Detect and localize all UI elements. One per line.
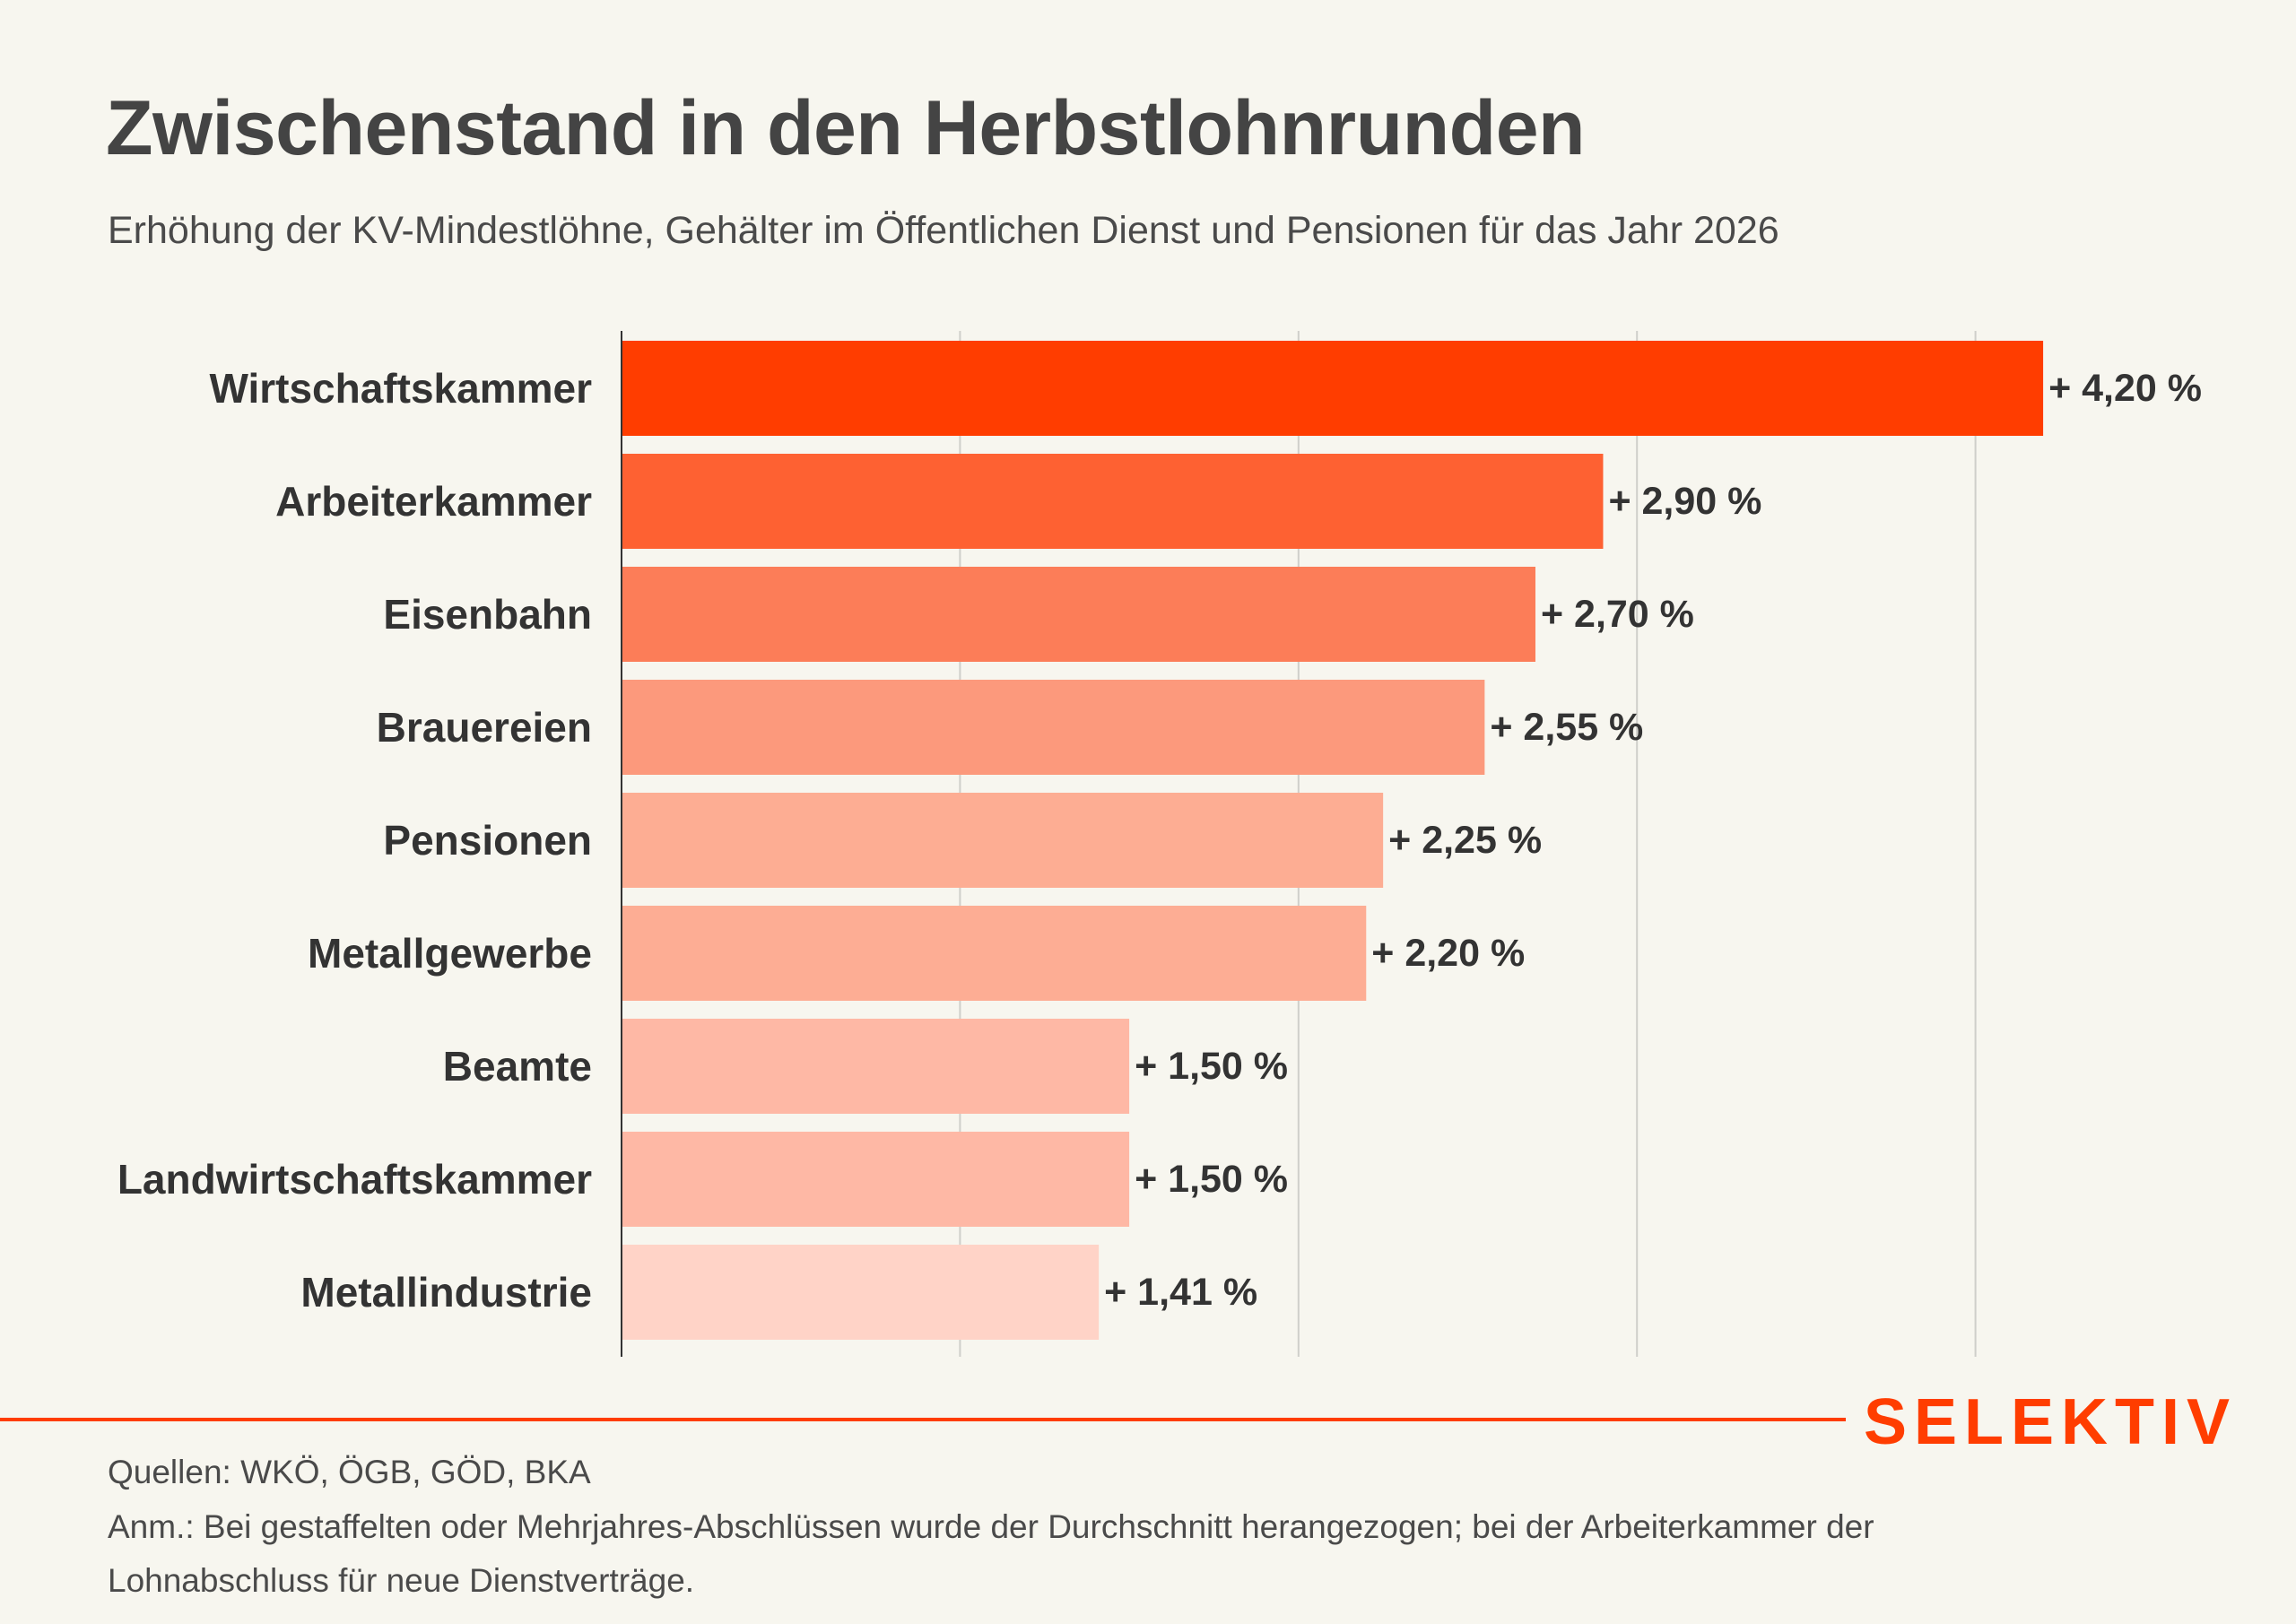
category-label: Metallgewerbe (308, 930, 592, 977)
category-label: Arbeiterkammer (275, 478, 592, 525)
chart-title: Zwischenstand in den Herbstlohnrunden (106, 85, 1586, 171)
bar-metallindustrie (622, 1245, 1100, 1340)
bar-wirtschaftskammer (622, 341, 2044, 436)
category-label: Brauereien (377, 704, 592, 751)
value-label: + 1,50 % (1135, 1158, 1288, 1201)
chart-subtitle: Erhöhung der KV-Mindestlöhne, Gehälter i… (108, 209, 1779, 252)
value-label: + 1,41 % (1104, 1271, 1257, 1314)
sources-text: Quellen: WKÖ, ÖGB, GÖD, BKA (108, 1454, 591, 1490)
bar-arbeiterkammer (622, 454, 1604, 549)
bar-beamte (622, 1019, 1130, 1114)
value-labels: + 4,20 % + 2,90 % + 2,70 % + 2,55 % + 2,25 %… (1104, 367, 2202, 1314)
note-text-line-2: Lohnabschluss für neue Dienstverträge. (108, 1562, 695, 1599)
bars (622, 341, 2044, 1340)
category-label: Metallindustrie (300, 1269, 592, 1316)
value-label: + 1,50 % (1135, 1045, 1288, 1088)
value-label: + 2,55 % (1490, 706, 1643, 749)
value-label: + 2,20 % (1371, 932, 1525, 975)
bar-metallgewerbe (622, 906, 1367, 1001)
value-label: + 4,20 % (2048, 367, 2202, 410)
category-label: Wirtschaftskammer (209, 365, 592, 412)
value-label: + 2,90 % (1608, 480, 1761, 523)
note-text-line-1: Anm.: Bei gestaffelten oder Mehrjahres-A… (108, 1508, 1874, 1545)
bar-brauereien (622, 680, 1485, 775)
bar-landwirtschaftskammer (622, 1132, 1130, 1227)
footer-divider-line (0, 1418, 1846, 1421)
bar-eisenbahn (622, 567, 1535, 662)
category-label: Eisenbahn (383, 591, 592, 638)
value-label: + 2,25 % (1388, 819, 1542, 862)
category-label: Beamte (443, 1043, 592, 1090)
bar-chart: Wirtschaftskammer Arbeiterkammer Eisenbahn… (117, 331, 2202, 1357)
bar-pensionen (622, 793, 1384, 888)
selektiv-logo: SELEKTIV (1864, 1386, 2238, 1458)
category-label: Landwirtschaftskammer (117, 1156, 592, 1203)
category-labels: Wirtschaftskammer Arbeiterkammer Eisenbahn… (117, 365, 592, 1316)
category-label: Pensionen (383, 817, 592, 864)
value-label: + 2,70 % (1541, 593, 1694, 636)
